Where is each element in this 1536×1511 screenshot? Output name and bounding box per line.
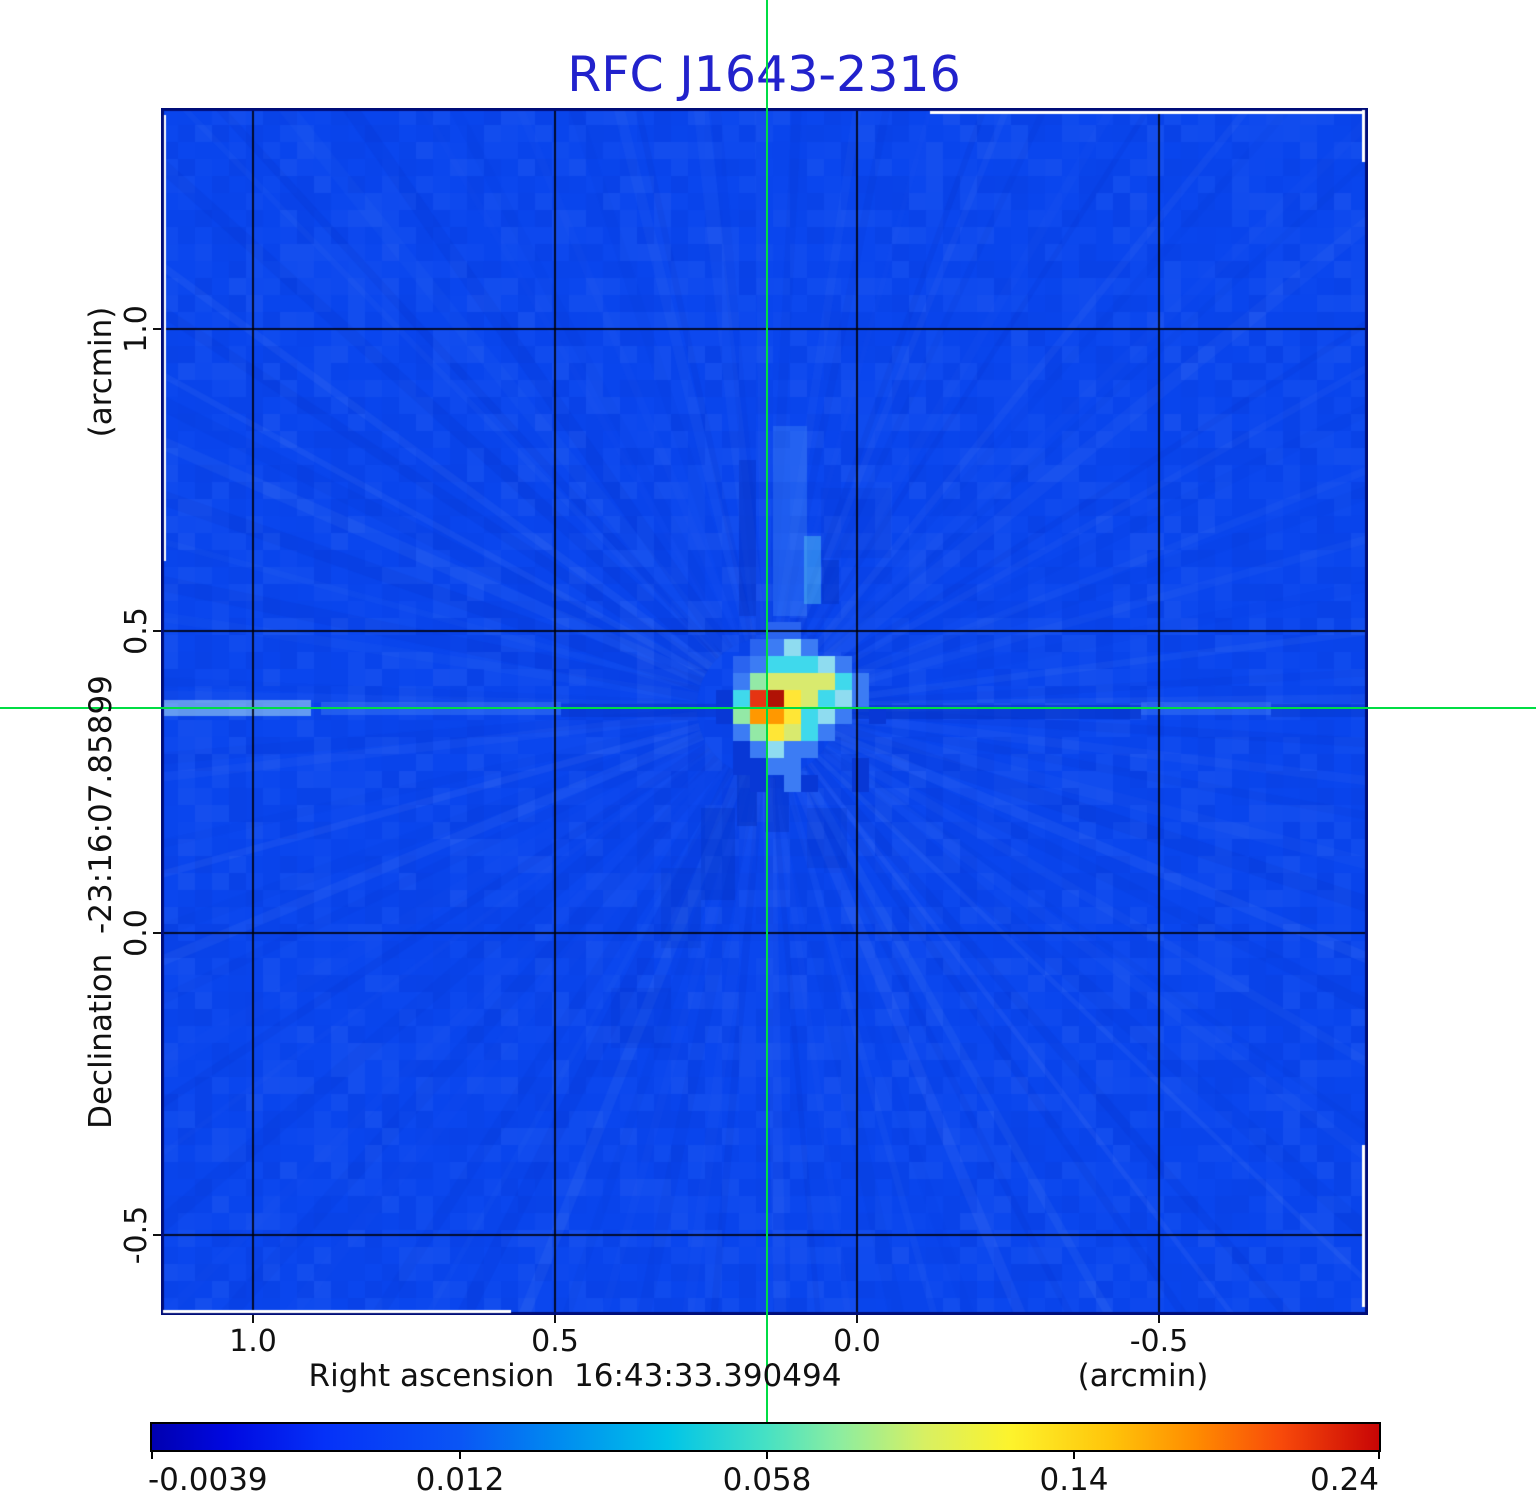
y-tick-mark: [153, 1234, 161, 1236]
colorbar-tick-label: 0.14: [1039, 1462, 1109, 1498]
colorbar-gradient: [150, 1422, 1381, 1452]
colorbar-tick-label: -0.0039: [148, 1462, 268, 1498]
y-tick-mark: [153, 630, 161, 632]
colorbar-tick-mark: [151, 1452, 153, 1459]
x-tick-mark: [856, 1315, 858, 1323]
colorbar-tick-label: 0.012: [415, 1462, 505, 1498]
y-tick-label: 1.0: [118, 305, 154, 353]
y-tick-mark: [153, 328, 161, 330]
heatmap-canvas: [161, 108, 1368, 1315]
colorbar-tick-mark: [766, 1452, 768, 1459]
x-tick-label: 0.5: [531, 1323, 579, 1359]
colorbar-tick-mark: [459, 1452, 461, 1459]
x-axis-unit-label: (arcmin): [1077, 1358, 1209, 1394]
y-tick-label: 0.0: [118, 909, 154, 957]
colorbar-tick-mark: [1378, 1452, 1380, 1459]
y-axis-label: Declination -23:16:07.85899: [83, 675, 119, 1129]
crosshair-vertical-line: [766, 0, 768, 1422]
plot-title: RFC J1643-2316: [567, 46, 961, 103]
x-axis-label: Right ascension 16:43:33.390494: [308, 1358, 842, 1394]
x-tick-label: 0.0: [833, 1323, 881, 1359]
x-tick-label: 1.0: [229, 1323, 277, 1359]
crosshair-horizontal-line: [0, 707, 1536, 709]
y-axis-unit-label: (arcmin): [83, 306, 119, 438]
y-tick-label: 0.5: [118, 607, 154, 655]
colorbar-tick-mark: [1073, 1452, 1075, 1459]
y-tick-mark: [153, 932, 161, 934]
x-tick-label: -0.5: [1129, 1323, 1189, 1359]
y-tick-label: -0.5: [118, 1205, 154, 1265]
x-tick-mark: [554, 1315, 556, 1323]
colorbar-tick-label: 0.24: [1309, 1462, 1379, 1498]
x-tick-mark: [1158, 1315, 1160, 1323]
colorbar-tick-label: 0.058: [722, 1462, 812, 1498]
x-tick-mark: [252, 1315, 254, 1323]
